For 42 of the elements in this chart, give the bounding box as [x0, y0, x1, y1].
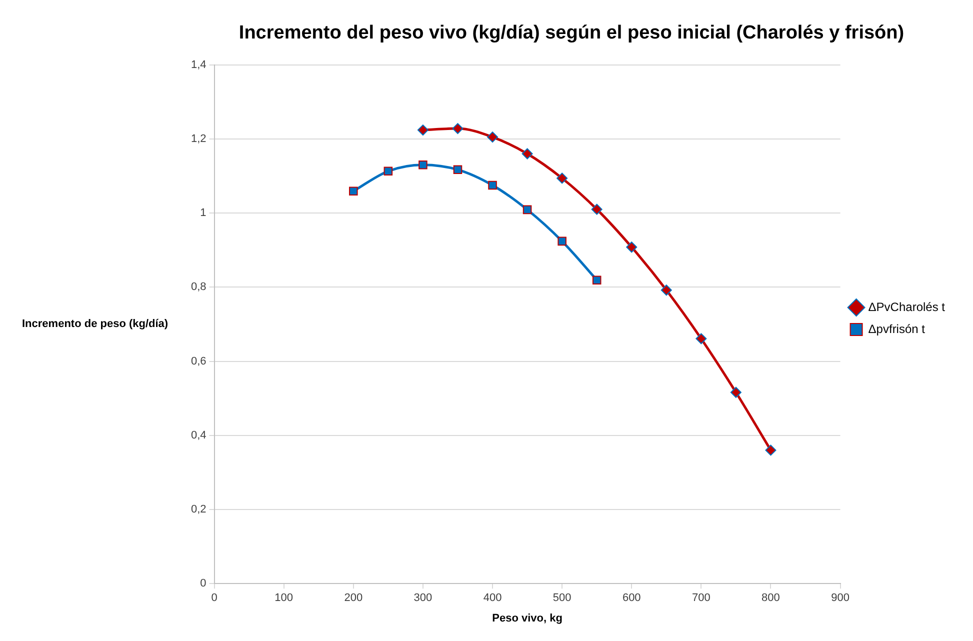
point	[453, 165, 462, 174]
y-tick-label: 0,8	[190, 281, 206, 294]
point	[488, 180, 497, 190]
y-tick-label: 0	[200, 578, 206, 590]
point	[349, 186, 358, 196]
x-tick-label: 200	[344, 592, 363, 604]
x-tick-label: 800	[762, 592, 780, 604]
point	[522, 205, 532, 214]
x-tick-label: 300	[414, 592, 432, 604]
point	[660, 284, 672, 296]
point	[626, 242, 638, 253]
chart-title: Incremento del peso vivo (kg/día) según el peso inicial (Charolés y frisón)	[238, 22, 904, 44]
y-axis-title: Incremento de peso (kg/día)	[22, 318, 168, 330]
x-tick-label: 400	[483, 592, 502, 604]
point	[696, 333, 707, 344]
y-tick-label: 0,6	[190, 355, 206, 368]
point	[417, 124, 428, 136]
point	[384, 166, 393, 176]
point	[765, 444, 776, 456]
y-tick-label: 1,2	[190, 132, 206, 145]
x-tick-label: 500	[552, 592, 572, 604]
point	[556, 172, 568, 184]
point	[558, 236, 566, 246]
point	[522, 148, 533, 160]
point	[591, 204, 602, 215]
y-tick-label: 0,2	[190, 504, 206, 516]
x-tick-label: 700	[692, 592, 710, 604]
x-tick-label: 600	[622, 592, 641, 604]
y-tick-label: 0,4	[190, 429, 206, 442]
x-tick-label: 100	[274, 592, 294, 604]
point	[592, 276, 602, 284]
legend-label: ΔPvCharolés t	[868, 300, 946, 314]
x-tick-label: 900	[831, 592, 850, 604]
point	[418, 160, 428, 170]
legend-label: Δpvfrisón t	[868, 322, 926, 336]
point	[487, 132, 498, 143]
y-tick-label: 1,4	[190, 58, 206, 71]
point	[730, 386, 742, 398]
y-tick-label: 1	[200, 207, 206, 220]
x-tick-label: 0	[211, 592, 218, 604]
x-axis-title: Peso vivo, kg	[492, 612, 562, 624]
point	[452, 123, 464, 134]
